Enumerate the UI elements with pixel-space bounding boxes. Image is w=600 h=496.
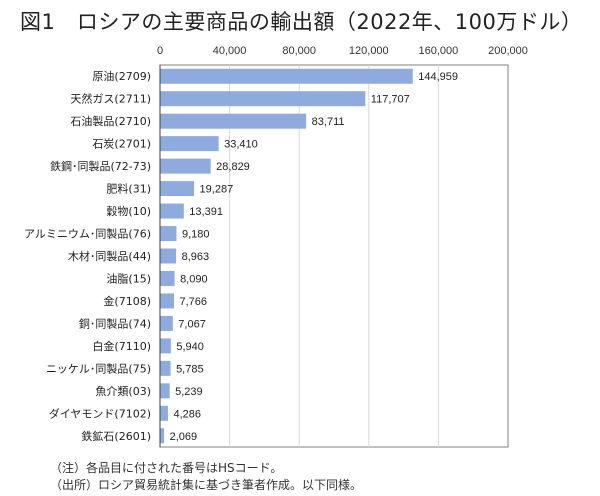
footnote-note: （注）各品目に付された番号はHSコード。 (50, 461, 283, 475)
chart-title: 図1 ロシアの主要商品の輸出額（2022年、100万ドル） (20, 10, 583, 34)
data-label: 19,287 (200, 184, 234, 196)
x-tick-label: 200,000 (488, 45, 528, 57)
x-tick-label: 80,000 (282, 45, 316, 57)
category-label: 原油(2709) (92, 69, 151, 83)
data-label: 8,090 (180, 273, 208, 285)
bar (160, 338, 171, 354)
bar (160, 428, 165, 444)
data-label: 33,410 (224, 139, 258, 151)
bar (160, 181, 195, 197)
x-tick-label: 0 (157, 45, 163, 57)
data-label: 8,963 (182, 251, 210, 263)
data-label: 7,067 (178, 318, 206, 330)
data-label: 5,239 (175, 386, 203, 398)
category-label: 銅･同製品(74) (79, 316, 151, 330)
bar (160, 113, 307, 129)
category-label: 鉄鉱石(2601) (81, 429, 151, 443)
bar (160, 248, 177, 264)
data-label: 5,785 (176, 363, 204, 375)
category-label: 鉄鋼･同製品(72-73) (50, 159, 151, 173)
data-label: 7,766 (180, 296, 208, 308)
data-label: 13,391 (189, 206, 223, 218)
bar (160, 136, 219, 152)
footnote-source: （出所）ロシア貿易統計集に基づき筆者作成。以下同様。 (50, 478, 363, 492)
category-label: 金(7108) (103, 294, 151, 308)
bar (160, 315, 173, 331)
bar (160, 405, 168, 421)
data-label: 5,940 (176, 341, 204, 353)
bar (160, 203, 184, 219)
bar (160, 360, 171, 376)
category-label: 木材･同製品(44) (68, 249, 151, 263)
x-tick-label: 160,000 (419, 45, 459, 57)
data-label: 117,707 (371, 94, 410, 106)
category-label: 天然ガス(2711) (70, 92, 151, 106)
data-label: 83,711 (312, 116, 345, 128)
category-label: 魚介類(03) (95, 385, 151, 398)
category-label: 肥料(31) (106, 182, 151, 196)
data-label: 28,829 (216, 161, 250, 173)
category-label: 石炭(2701) (92, 138, 151, 151)
data-label: 4,286 (173, 408, 201, 420)
x-tick-label: 40,000 (213, 45, 247, 57)
bar (160, 68, 413, 84)
category-label: 穀物(10) (106, 204, 151, 218)
bar (160, 383, 170, 399)
category-label: 油脂(15) (106, 271, 151, 285)
data-label: 2,069 (170, 431, 198, 443)
category-label: 石油製品(2710) (70, 114, 151, 128)
x-tick-label: 120,000 (349, 45, 389, 57)
bar (160, 158, 211, 174)
bar (160, 226, 177, 242)
bar (160, 270, 175, 286)
category-label: アルミニウム･同製品(76) (24, 227, 151, 241)
category-label: 白金(7110) (92, 339, 151, 353)
bar (160, 293, 175, 309)
bar (160, 91, 366, 107)
data-label: 144,959 (418, 71, 458, 83)
category-label: ニッケル･同製品(75) (46, 361, 151, 375)
category-label: ダイヤモンド(7102) (49, 406, 151, 420)
data-label: 9,180 (182, 229, 210, 241)
